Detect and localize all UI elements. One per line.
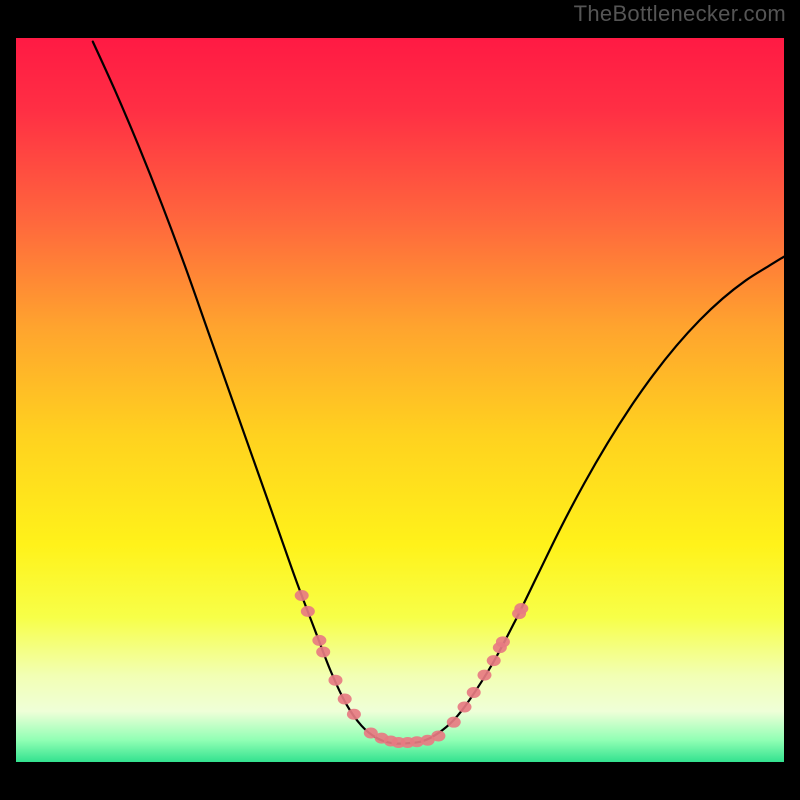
chart-frame: TheBottlenecker.com bbox=[0, 0, 800, 800]
data-marker bbox=[496, 636, 510, 647]
data-marker bbox=[338, 694, 352, 705]
data-marker bbox=[477, 670, 491, 681]
data-marker bbox=[458, 701, 472, 712]
gradient-background bbox=[16, 38, 784, 762]
data-marker bbox=[316, 646, 330, 657]
data-marker bbox=[301, 606, 315, 617]
watermark-text: TheBottlenecker.com bbox=[574, 1, 786, 27]
data-marker bbox=[328, 675, 342, 686]
data-marker bbox=[312, 635, 326, 646]
data-marker bbox=[447, 717, 461, 728]
data-marker bbox=[487, 655, 501, 666]
data-marker bbox=[347, 709, 361, 720]
data-marker bbox=[467, 687, 481, 698]
data-marker bbox=[295, 590, 309, 601]
plot-area bbox=[16, 38, 784, 762]
chart-svg bbox=[16, 38, 784, 762]
data-marker bbox=[431, 730, 445, 741]
data-marker bbox=[514, 603, 528, 614]
